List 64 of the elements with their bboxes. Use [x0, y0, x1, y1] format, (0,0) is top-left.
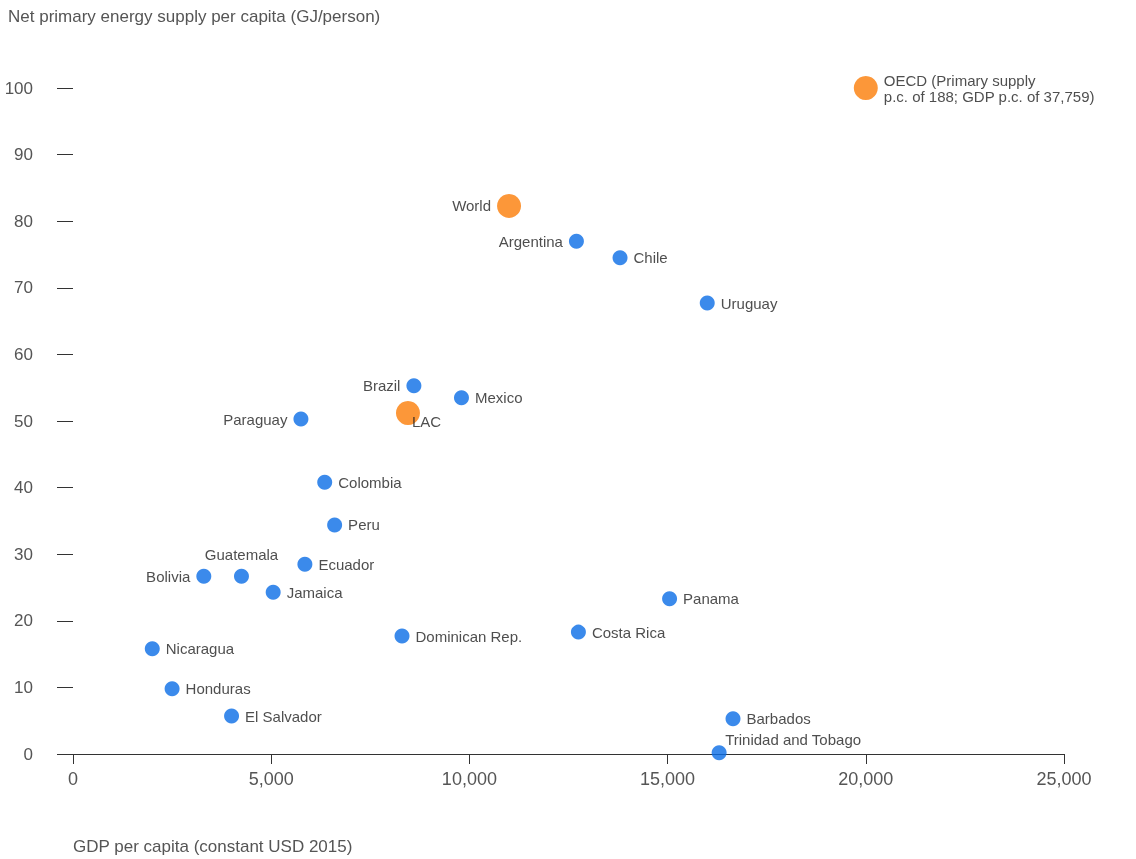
- point: [570, 624, 586, 640]
- x-axis-title: GDP per capita (constant USD 2015): [73, 837, 353, 856]
- data-label: Brazil: [362, 377, 401, 395]
- point: [725, 711, 741, 727]
- point: [497, 193, 522, 218]
- point: [699, 295, 715, 311]
- point: [711, 745, 727, 761]
- point: [406, 378, 422, 394]
- data-label: Bolivia: [146, 567, 191, 585]
- x-tick-label: 0: [67, 769, 79, 789]
- point: [453, 390, 469, 406]
- point: [662, 591, 678, 607]
- point: [293, 411, 309, 427]
- data-label: OECD (Primary supply p.c. of 188; GDP p.c. of 37,759): [883, 71, 1095, 105]
- point: [196, 568, 212, 584]
- y-tick-label: 20: [14, 611, 33, 631]
- data-label: Peru: [348, 516, 380, 534]
- y-tick-label: 10: [14, 677, 33, 697]
- x-tick-label: 25,000: [1036, 769, 1092, 789]
- data-label: Panama: [683, 590, 740, 608]
- point: [144, 641, 160, 657]
- y-tick-label: 50: [14, 411, 33, 431]
- y-tick-label: 70: [14, 278, 33, 298]
- data-label: El Salvador: [245, 707, 322, 725]
- data-label: Guatemala: [204, 546, 279, 564]
- y-tick-label: 30: [14, 544, 33, 564]
- data-label: Dominican Rep.: [415, 627, 523, 645]
- y-tick-label: 0: [23, 744, 33, 764]
- x-tick-label: 10,000: [441, 769, 497, 789]
- data-label: Chile: [633, 249, 668, 267]
- y-axis-title: Net primary energy supply per capita (GJ/person): [8, 7, 381, 26]
- point: [317, 474, 333, 490]
- point: [164, 681, 180, 697]
- data-label: Uruguay: [720, 294, 778, 312]
- data-label: Nicaragua: [165, 640, 235, 658]
- point: [224, 708, 240, 724]
- data-label: Costa Rica: [591, 623, 666, 641]
- data-label: Trinidad and Tobago: [725, 731, 862, 749]
- point: [612, 250, 628, 266]
- y-tick-label: 60: [14, 344, 33, 364]
- y-tick-label: 80: [14, 211, 33, 231]
- y-tick-label: 90: [14, 145, 33, 165]
- data-label: Argentina: [498, 232, 564, 250]
- y-tick-label: 100: [4, 78, 33, 98]
- data-label: Paraguay: [223, 410, 288, 428]
- point: [394, 628, 410, 644]
- point: [233, 568, 249, 584]
- point: [265, 584, 281, 600]
- point: [327, 517, 343, 533]
- point: [568, 233, 584, 249]
- y-tick-label: 40: [14, 478, 33, 498]
- data-label: Colombia: [338, 473, 403, 491]
- data-label: Honduras: [185, 680, 251, 698]
- x-tick-label: 20,000: [838, 769, 894, 789]
- data-label: LAC: [411, 412, 442, 430]
- data-label: World: [452, 197, 492, 215]
- x-tick-label: 15,000: [640, 769, 696, 789]
- point: [853, 76, 878, 100]
- data-label: Jamaica: [286, 583, 344, 601]
- point: [297, 556, 313, 572]
- data-label: Mexico: [474, 389, 523, 407]
- data-label: Barbados: [746, 710, 811, 728]
- data-label: Ecuador: [318, 555, 375, 573]
- x-tick-label: 5,000: [248, 769, 294, 789]
